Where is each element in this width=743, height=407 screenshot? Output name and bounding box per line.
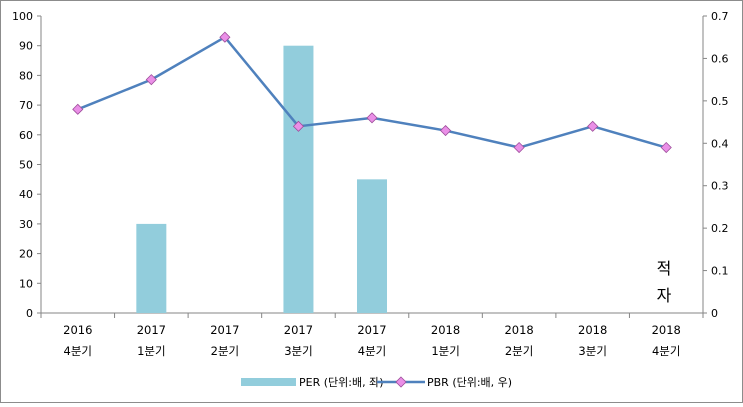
x-tick-label-quarter: 1분기: [431, 344, 459, 358]
y-right-tick-label: 0: [711, 307, 718, 320]
pbr-point: [660, 141, 672, 154]
y-left-tick-label: 30: [19, 218, 33, 231]
x-tick-label-year: 2018: [431, 323, 460, 337]
x-tick-label-quarter: 4분기: [358, 344, 386, 358]
y-right-tick-label: 0.1: [711, 265, 729, 278]
y-left-tick-label: 40: [19, 188, 33, 201]
pbr-point: [219, 31, 231, 43]
pbr-point: [145, 74, 157, 86]
x-tick-label-year: 2016: [63, 323, 92, 337]
x-tick-label-quarter: 3분기: [284, 344, 312, 358]
legend: PER (단위:배, 좌) PBR (단위:배, 우): [241, 376, 512, 389]
legend-label-pbr: PBR (단위:배, 우): [427, 376, 512, 389]
legend-label-per: PER (단위:배, 좌): [299, 376, 384, 389]
y-left-tick-label: 50: [19, 159, 33, 172]
y-axis-right: 0 0.1 0.2 0.3 0.4 0.5 0.6 0.7: [703, 10, 729, 320]
x-tick-label-year: 2018: [652, 323, 681, 337]
x-tick-label-year: 2018: [578, 323, 607, 337]
pbr-point: [292, 120, 305, 132]
y-right-tick-label: 0.3: [711, 180, 729, 193]
x-tick-label-year: 2017: [137, 323, 166, 337]
legend-swatch-per: [241, 378, 296, 386]
y-right-tick-label: 0.6: [711, 52, 729, 65]
y-left-tick-label: 70: [19, 99, 33, 112]
y-left-tick-label: 60: [19, 129, 33, 142]
x-axis: 2016 4분기 2017 1분기 2017 2분기 2017 3분기 2017 4분기 2018 1…: [40, 313, 704, 358]
x-tick-label-year: 2018: [504, 323, 533, 337]
pbr-line-series: [72, 31, 672, 154]
x-tick-label-year: 2017: [357, 323, 386, 337]
y-left-tick-label: 0: [26, 307, 33, 320]
pbr-line: [77, 35, 667, 149]
deficit-annotation: 적 자: [657, 259, 672, 305]
x-tick-label-quarter: 2분기: [211, 344, 239, 358]
per-bar: [136, 223, 167, 313]
x-tick-label-quarter: 3분기: [578, 344, 606, 358]
pbr-point: [72, 103, 84, 115]
y-left-tick-label: 90: [19, 40, 33, 53]
per-bar-series: [136, 45, 387, 313]
pbr-point: [587, 120, 599, 132]
x-tick-label-year: 2017: [210, 323, 239, 337]
y-axis-left: 0 10 20 30 40 50 60 70 80 90 100: [12, 10, 41, 320]
x-tick-label-quarter: 2분기: [505, 344, 533, 358]
y-left-tick-label: 80: [19, 69, 33, 82]
x-tick-label-quarter: 4분기: [64, 344, 92, 358]
y-right-tick-label: 0.7: [711, 10, 729, 23]
y-right-tick-label: 0.4: [711, 137, 729, 150]
pbr-point: [366, 112, 378, 124]
legend-marker-pbr: [395, 376, 407, 388]
per-bar: [283, 45, 314, 313]
pbr-point: [439, 124, 452, 137]
x-tick-label-year: 2017: [284, 323, 313, 337]
x-tick-label-quarter: 1분기: [137, 344, 165, 358]
y-left-tick-label: 100: [12, 10, 33, 23]
y-left-tick-label: 20: [19, 248, 33, 261]
per-bar: [357, 179, 387, 313]
pbr-point: [513, 141, 525, 154]
y-left-tick-label: 10: [19, 277, 33, 290]
y-right-tick-label: 0.2: [711, 222, 729, 235]
annotation-line-1: 적: [657, 259, 672, 278]
annotation-line-2: 자: [657, 286, 672, 305]
y-right-tick-label: 0.5: [711, 95, 729, 108]
x-tick-label-quarter: 4분기: [652, 344, 680, 358]
